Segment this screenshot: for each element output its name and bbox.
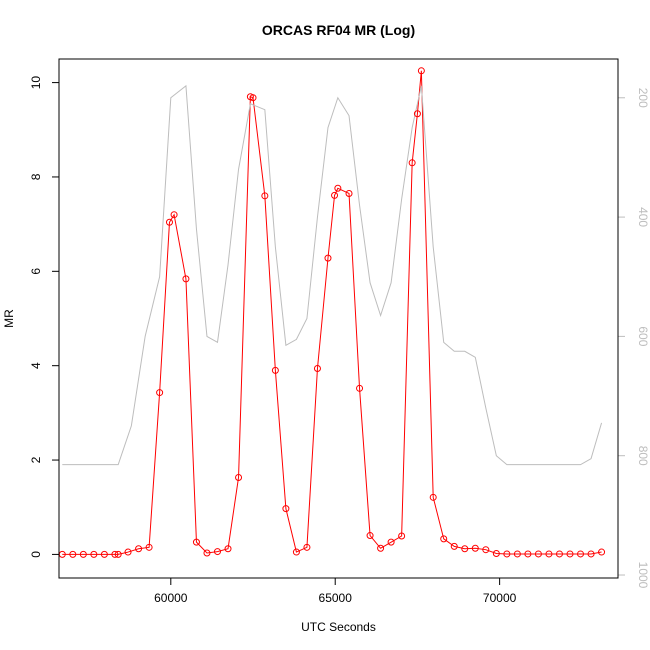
data-point <box>398 532 406 540</box>
data-point <box>156 389 164 397</box>
right-y-tick-label: 200 <box>636 88 650 108</box>
data-point <box>90 550 98 558</box>
data-point <box>331 191 339 199</box>
chart-title: ORCAS RF04 MR (Log) <box>262 22 415 38</box>
data-point <box>598 548 606 556</box>
data-point <box>417 67 425 75</box>
data-point <box>513 550 521 558</box>
data-point <box>545 550 553 558</box>
data-point <box>69 550 77 558</box>
data-point <box>471 544 479 552</box>
data-point <box>79 550 87 558</box>
right-y-tick-label: 800 <box>636 446 650 466</box>
data-point <box>413 110 421 118</box>
data-point <box>377 544 385 552</box>
data-point <box>192 538 200 546</box>
data-point <box>461 545 469 553</box>
data-point <box>114 550 122 558</box>
data-point <box>524 550 532 558</box>
data-point <box>366 532 374 540</box>
data-point <box>503 550 511 558</box>
data-point <box>203 549 211 557</box>
data-point <box>534 550 542 558</box>
right-y-tick-label: 1000 <box>636 562 650 589</box>
plot-frame <box>58 58 619 579</box>
y-tick-label: 6 <box>29 268 43 275</box>
right-y-tick-label: 400 <box>636 207 650 227</box>
data-point <box>249 94 257 102</box>
data-point <box>235 474 243 481</box>
data-point <box>213 548 221 556</box>
left-axis-series-line <box>62 70 602 555</box>
data-point <box>408 159 416 167</box>
data-point <box>345 189 353 197</box>
data-point <box>429 493 437 501</box>
right-y-tick-label: 600 <box>636 326 650 346</box>
data-point <box>271 366 279 374</box>
data-point <box>145 543 153 551</box>
data-point <box>313 365 321 373</box>
data-point <box>440 535 448 543</box>
data-point <box>492 549 500 557</box>
series-layer <box>59 67 606 558</box>
x-axis-label: UTC Seconds <box>301 620 376 634</box>
data-point <box>577 550 585 558</box>
x-tick-label: 60000 <box>154 591 188 605</box>
data-point <box>334 184 342 192</box>
data-point <box>170 211 178 219</box>
data-point <box>292 548 300 556</box>
data-point <box>566 550 574 558</box>
y-tick-label: 4 <box>29 362 43 369</box>
y-tick-label: 2 <box>29 456 43 463</box>
data-point <box>100 550 108 558</box>
data-point <box>135 545 143 553</box>
data-point <box>303 543 311 551</box>
data-point <box>261 192 269 200</box>
data-point <box>182 275 190 283</box>
data-point <box>387 538 395 546</box>
data-point <box>356 384 364 392</box>
data-point <box>282 505 290 513</box>
data-point <box>124 548 132 556</box>
y-tick-label: 10 <box>29 76 43 90</box>
x-tick-label: 65000 <box>319 591 353 605</box>
data-point <box>111 550 119 558</box>
data-point <box>587 550 595 558</box>
y-axis-label: MR <box>2 309 16 328</box>
data-point <box>224 545 232 553</box>
data-point <box>324 254 332 262</box>
data-point <box>450 542 458 550</box>
right-axis-series-line <box>62 84 603 466</box>
data-point <box>482 546 490 554</box>
y-tick-label: 8 <box>29 173 43 180</box>
data-point <box>165 218 173 226</box>
y-tick-label: 0 <box>29 551 43 558</box>
data-point <box>555 550 563 558</box>
x-tick-label: 70000 <box>483 591 517 605</box>
